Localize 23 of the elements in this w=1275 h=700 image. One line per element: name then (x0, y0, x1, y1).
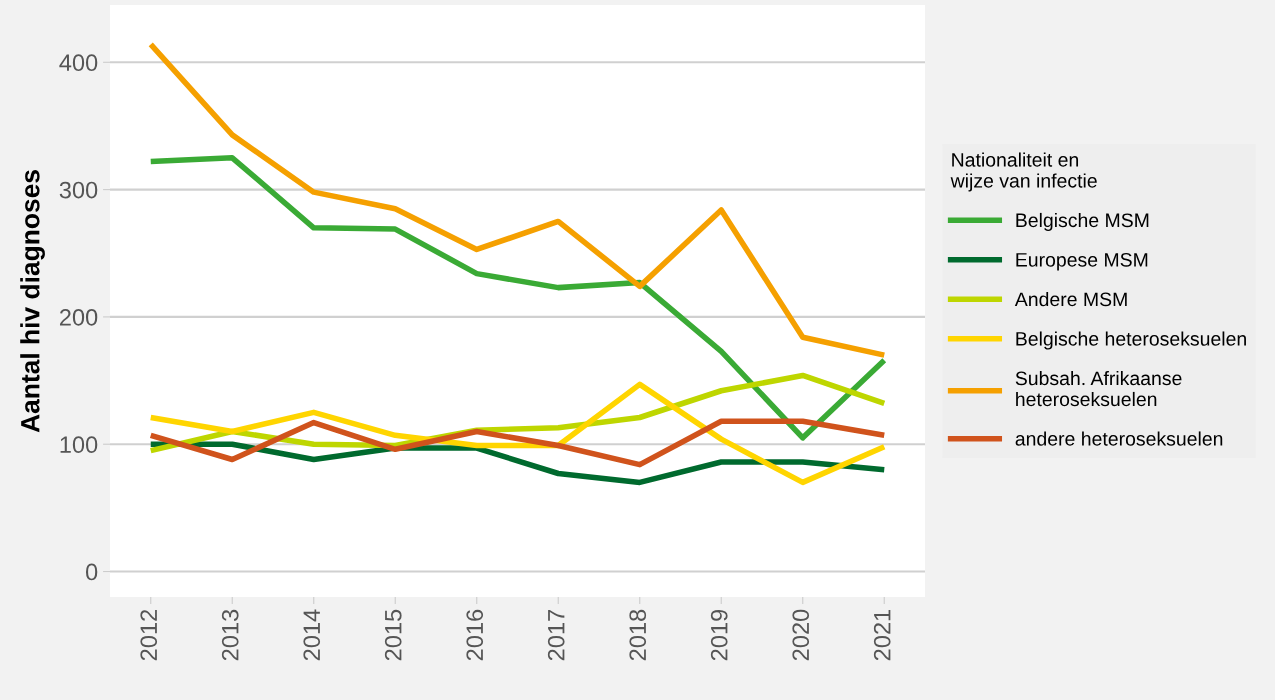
legend-label: Belgische heteroseksuelen (1016, 331, 1246, 350)
y-tick-label: 100 (60, 436, 98, 454)
legend-label: andere heteroseksuelen (1015, 431, 1223, 446)
x-tick-label: 2021 (873, 609, 891, 661)
x-tick-label: 2019 (710, 609, 728, 661)
x-tick-label: 2013 (221, 609, 239, 661)
legend-label: Subsah. Afrikaanse heteroseksuelen (1015, 370, 1182, 407)
x-tick-label: 2012 (140, 609, 158, 661)
y-tick-label: 300 (59, 181, 98, 199)
y-tick-label: 200 (59, 308, 98, 326)
x-tick-label: 2018 (629, 609, 647, 661)
x-tick-label: 2017 (547, 609, 565, 661)
y-axis-title: Aantal hiv diagnoses (20, 170, 45, 433)
x-tick-label: 2020 (792, 609, 810, 661)
y-tick-label: 400 (59, 54, 98, 72)
legend-label: Andere MSM (1014, 291, 1127, 307)
legend-label: Belgische MSM (1016, 212, 1149, 232)
y-tick-label: 0 (85, 563, 98, 581)
legend-title: Nationaliteit en wijze van infectie (950, 152, 1097, 192)
x-tick-label: 2014 (303, 609, 321, 661)
x-tick-label: 2015 (384, 609, 402, 661)
legend-label: Europese MSM (1016, 252, 1148, 271)
x-tick-label: 2016 (466, 609, 484, 661)
